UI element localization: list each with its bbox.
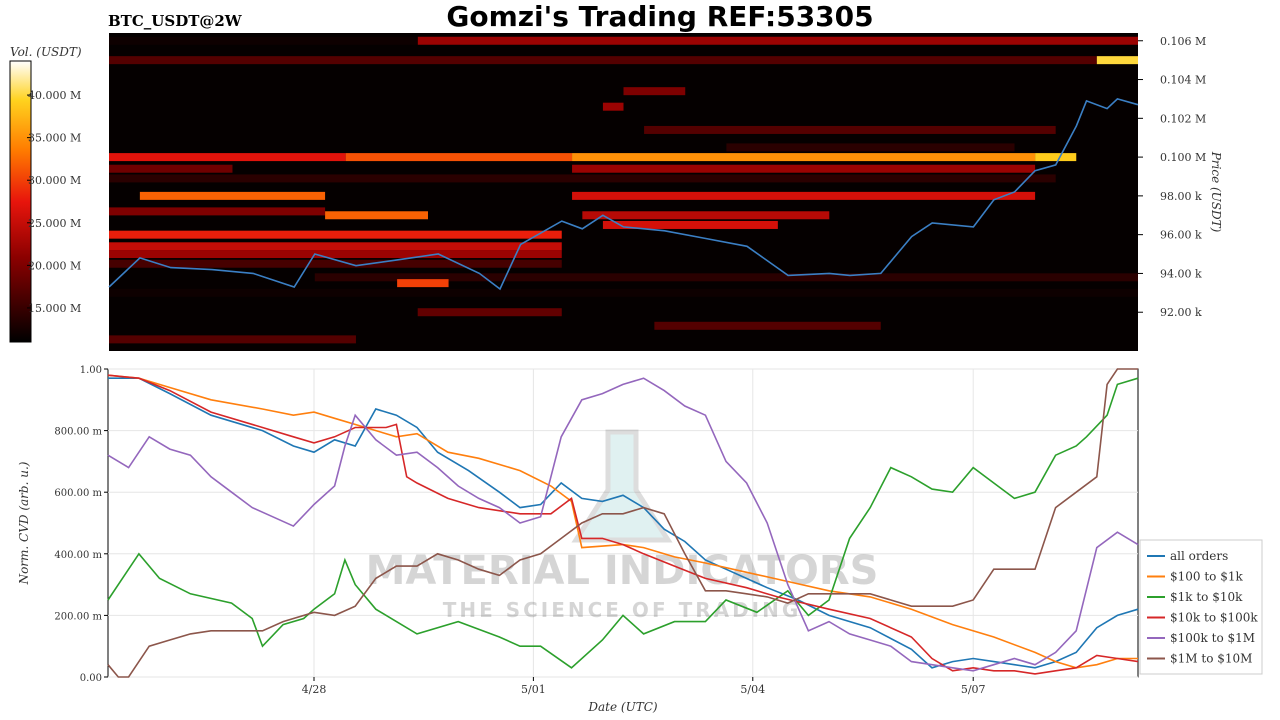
heatmap-band	[417, 36, 1138, 45]
series-line	[107, 368, 1138, 678]
cvd-panel	[107, 368, 1139, 678]
flask-icon	[571, 429, 673, 543]
price-tick-label: 0.102 M	[1160, 112, 1206, 125]
heatmap-band	[572, 164, 1036, 173]
heatmap-band	[726, 143, 1015, 152]
cvd-x-tick-label: 5/07	[961, 683, 986, 696]
legend: all orders $100 to $1k $1k to $10k $10k to …	[1147, 549, 1258, 666]
legend-box	[1139, 539, 1263, 675]
cvd-y-tick-label: 200.00 m	[54, 611, 102, 622]
heatmap-band	[654, 321, 881, 330]
legend-label: $100 to $1k	[1170, 570, 1243, 584]
heatmap-band	[1096, 56, 1138, 65]
heatmap-band	[602, 220, 778, 229]
cvd-y-tick-label: 800.00 m	[54, 427, 102, 438]
heatmap-band	[109, 288, 1138, 297]
heatmap-band	[1035, 153, 1077, 162]
heatmap-band	[109, 153, 346, 162]
page-title: Gomzi's Trading REF:53305	[446, 0, 873, 33]
legend-label: $100k to $1M	[1170, 631, 1255, 645]
cvd-y-tick-label: 0.00	[80, 673, 102, 684]
heatmap-band	[417, 308, 562, 317]
heatmap-band	[109, 335, 356, 344]
colorbar-tick-label: 30.000 M	[28, 174, 81, 187]
heatmap-band	[109, 56, 1097, 65]
colorbar-tick-label: 15.000 M	[28, 302, 81, 315]
watermark-line1: MATERIAL INDICATORS	[366, 548, 879, 594]
heatmap-band	[582, 211, 830, 220]
cvd-x-axis-label: Date (UTC)	[587, 700, 657, 714]
price-axis-label: Price (USDT)	[1209, 151, 1223, 233]
cvd-x-tick-label: 5/01	[521, 683, 546, 696]
heatmap-band	[602, 102, 624, 111]
legend-label: $10k to $100k	[1170, 611, 1258, 625]
heatmap-band	[109, 250, 562, 259]
price-tick-label: 92.00 k	[1160, 306, 1202, 319]
heatmap-band	[109, 207, 326, 216]
series-line	[107, 374, 1138, 669]
pair-label: BTC_USDT@2W	[108, 12, 243, 30]
cvd-series	[107, 368, 1139, 678]
price-axis-ticks: 0.106 M 0.104 M 0.102 M 0.100 M 98.00 k 96.00…	[1138, 35, 1206, 319]
colorbar	[9, 60, 32, 343]
colorbar-tick-label: 20.000 M	[28, 259, 81, 272]
heatmap-band	[623, 87, 686, 96]
price-tick-label: 98.00 k	[1160, 190, 1202, 203]
heatmap-band	[109, 36, 418, 45]
series-line	[107, 377, 1139, 669]
price-line	[108, 98, 1139, 291]
heatmap-band	[109, 242, 562, 251]
price-tick-label: 0.106 M	[1160, 35, 1206, 48]
heatmap-band	[345, 153, 573, 162]
series-line	[108, 377, 1139, 669]
cvd-y-ticks: 1.00 800.00 m 600.00 m 400.00 m 200.00 m 0.00	[54, 365, 108, 684]
legend-label: $1k to $10k	[1170, 590, 1243, 604]
colorbar-ticks: 40.000 M 35.000 M 30.000 M 25.000 M 20.000 M…	[27, 89, 81, 315]
legend-label: $1M to $10M	[1170, 652, 1252, 666]
heatmap-band	[397, 279, 449, 288]
heatmap-band	[314, 273, 1138, 282]
cvd-y-tick-label: 600.00 m	[54, 488, 102, 499]
colorbar-tick-label: 40.000 M	[28, 89, 81, 102]
series-line	[107, 374, 1139, 675]
heatmap-band	[325, 211, 428, 220]
heatmap-band	[572, 191, 1036, 200]
watermark-line2: THE SCIENCE OF TRADING	[443, 598, 802, 622]
price-tick-label: 96.00 k	[1160, 229, 1202, 242]
series-line	[107, 377, 1139, 672]
heatmap-band	[139, 191, 326, 200]
heatmap-band	[644, 125, 1056, 134]
price-tick-label: 0.100 M	[1160, 151, 1206, 164]
price-tick-label: 94.00 k	[1160, 267, 1202, 280]
heatmap-band	[109, 230, 562, 239]
legend-label: all orders	[1170, 549, 1228, 563]
cvd-y-tick-label: 1.00	[80, 365, 102, 376]
cvd-x-tick-label: 5/04	[740, 683, 765, 696]
heatmap-bands	[109, 36, 1138, 344]
heatmap-band	[572, 153, 1036, 162]
cvd-y-tick-label: 400.00 m	[54, 550, 102, 561]
cvd-x-tick-label: 4/28	[302, 683, 327, 696]
colorbar-tick-label: 35.000 M	[28, 132, 81, 145]
colorbar-tick-label: 25.000 M	[28, 217, 81, 230]
heatmap-band	[109, 164, 233, 173]
colorbar-label: Vol. (USDT)	[10, 45, 82, 59]
cvd-x-ticks: 4/28 5/01 5/04 5/07	[302, 677, 986, 696]
cvd-y-axis-label: Norm. CVD (arb. u.)	[17, 461, 31, 585]
price-tick-label: 0.104 M	[1160, 74, 1206, 87]
heatmap-band	[109, 259, 562, 268]
heatmap-band	[109, 174, 1056, 183]
